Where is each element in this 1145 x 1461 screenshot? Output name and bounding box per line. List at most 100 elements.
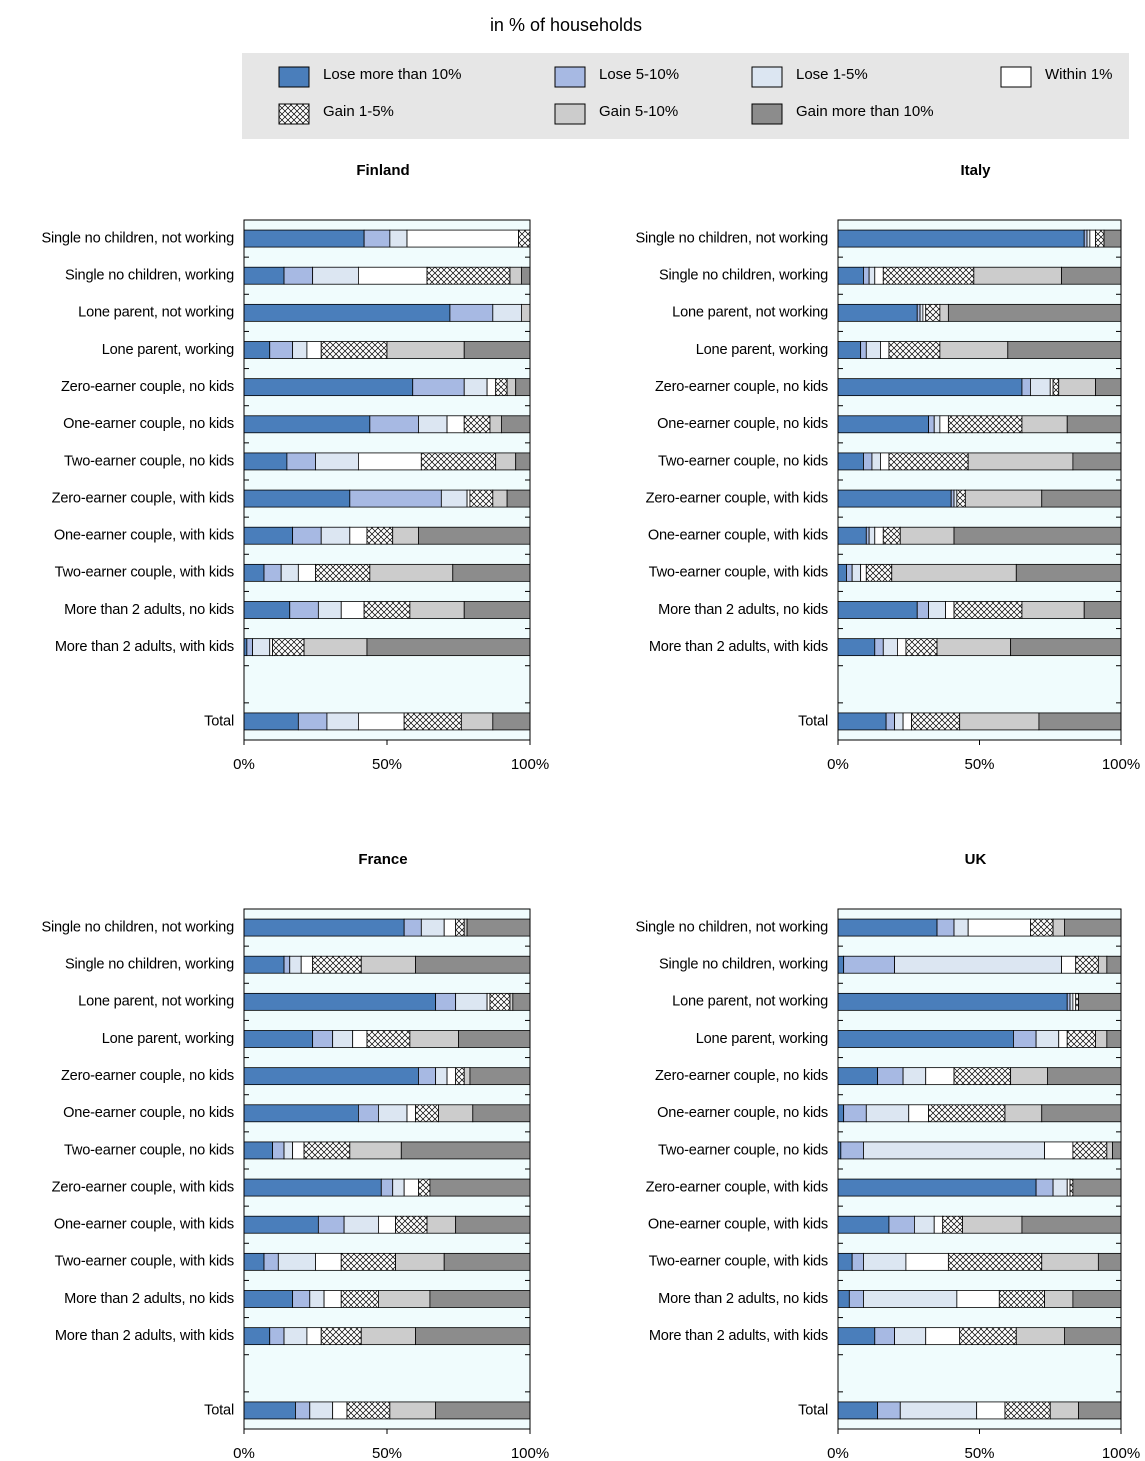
bar-segment (455, 1067, 465, 1086)
bar-segment (320, 526, 351, 545)
y-tick-label: Lone parent, working (102, 342, 234, 358)
bar-segment (389, 229, 408, 248)
bar-segment (332, 1030, 354, 1048)
bar-segment (1066, 415, 1122, 434)
bar-segment (1049, 378, 1054, 397)
bar-segment (962, 1215, 1023, 1234)
y-tick-label: Zero-earner couple, no kids (655, 1068, 828, 1084)
bar-segment (429, 1178, 531, 1197)
bar-segment (1010, 638, 1122, 657)
bar-segment (243, 1104, 359, 1123)
bar-segment (315, 1252, 342, 1271)
x-tick-label: 0% (827, 756, 849, 773)
bar-segment (874, 1327, 895, 1346)
legend-label: Lose 1-5% (796, 66, 868, 83)
bar-segment (466, 489, 471, 508)
bar-segment (360, 1327, 417, 1346)
plot-area (244, 220, 530, 740)
x-tick-label: 100% (511, 1445, 549, 1461)
y-tick-label: Lone parent, working (102, 1031, 234, 1047)
bar-segment (243, 1141, 274, 1160)
y-tick-label: Two-earner couple, with kids (55, 1254, 234, 1270)
bar-segment (323, 1290, 342, 1308)
bar-segment (1103, 229, 1122, 248)
bar-segment (1010, 1067, 1048, 1086)
y-tick-label: More than 2 adults, with kids (55, 1328, 234, 1344)
bar-segment (1066, 992, 1071, 1011)
bar-segment (891, 563, 1017, 582)
bar-segment (837, 1104, 845, 1123)
bar-segment (286, 452, 316, 471)
panel-title: France (358, 851, 407, 868)
bar-segment (352, 1030, 368, 1048)
bar-segment (837, 341, 862, 359)
bar-segment (486, 378, 497, 397)
panel-title: UK (965, 851, 987, 868)
bar-segment (280, 563, 299, 582)
bar-segment (1004, 1401, 1051, 1420)
bar-segment (243, 229, 365, 248)
bar-segment (1013, 1030, 1037, 1048)
bar-segment (950, 489, 955, 508)
bar-segment (939, 303, 949, 322)
y-tick-label: Single no children, working (659, 268, 828, 284)
y-tick-label: Single no children, not working (41, 919, 234, 935)
bar-segment (512, 992, 531, 1011)
bar-segment (463, 601, 531, 619)
bar-segment (885, 712, 895, 731)
bar-segment (360, 955, 417, 974)
y-tick-label: Zero-earner couple, with kids (646, 1179, 828, 1195)
bar-segment (916, 303, 921, 322)
bar-segment (320, 1327, 362, 1346)
bar-segment (874, 526, 884, 545)
bar-segment (357, 266, 428, 285)
bar-segment (947, 415, 1023, 434)
bar-segment (865, 1104, 910, 1123)
bar-segment (243, 712, 299, 731)
bar-segment (418, 415, 448, 434)
bar-segment (243, 1215, 319, 1234)
bar-segment (378, 1215, 396, 1234)
page-title: in % of households (490, 15, 642, 35)
bar-segment (449, 303, 494, 322)
bar-segment (865, 526, 870, 545)
y-tick-label: Single no children, working (65, 268, 234, 284)
bar-segment (269, 638, 273, 657)
bar-segment (1058, 378, 1096, 397)
bar-segment (272, 1141, 285, 1160)
bar-segment (1089, 229, 1096, 248)
bar-segment (1052, 378, 1060, 397)
bar-segment (292, 341, 308, 359)
bar-segment (366, 638, 531, 657)
bar-segment (1052, 918, 1065, 937)
bar-segment (378, 1290, 431, 1308)
bar-segment (386, 341, 465, 359)
bar-segment (1069, 1178, 1074, 1197)
bar-segment (269, 341, 294, 359)
y-tick-label: Lone parent, working (696, 1031, 828, 1047)
bar-segment (312, 1030, 334, 1048)
bar-segment (435, 992, 457, 1011)
bar-segment (263, 563, 282, 582)
bar-segment (349, 526, 368, 545)
bar-segment (509, 992, 514, 1011)
bar-segment (1066, 1030, 1096, 1048)
bar-segment (500, 415, 531, 434)
bar-segment (366, 1030, 411, 1048)
bar-segment (495, 452, 517, 471)
bar-segment (506, 489, 531, 508)
bar-segment (894, 1327, 927, 1346)
bar-segment (1078, 992, 1122, 1011)
bar-segment (340, 601, 365, 619)
bar-segment (509, 266, 522, 285)
bar-segment (1052, 1178, 1068, 1197)
bar-segment (942, 1215, 963, 1234)
bar-segment (1041, 1104, 1122, 1123)
bar-segment (933, 415, 941, 434)
bar-segment (403, 712, 462, 731)
bar-segment (455, 992, 488, 1011)
bar-segment (882, 638, 898, 657)
x-tick-label: 100% (1102, 1445, 1140, 1461)
bar-segment (863, 1252, 907, 1271)
y-tick-label: Single no children, not working (635, 230, 828, 246)
